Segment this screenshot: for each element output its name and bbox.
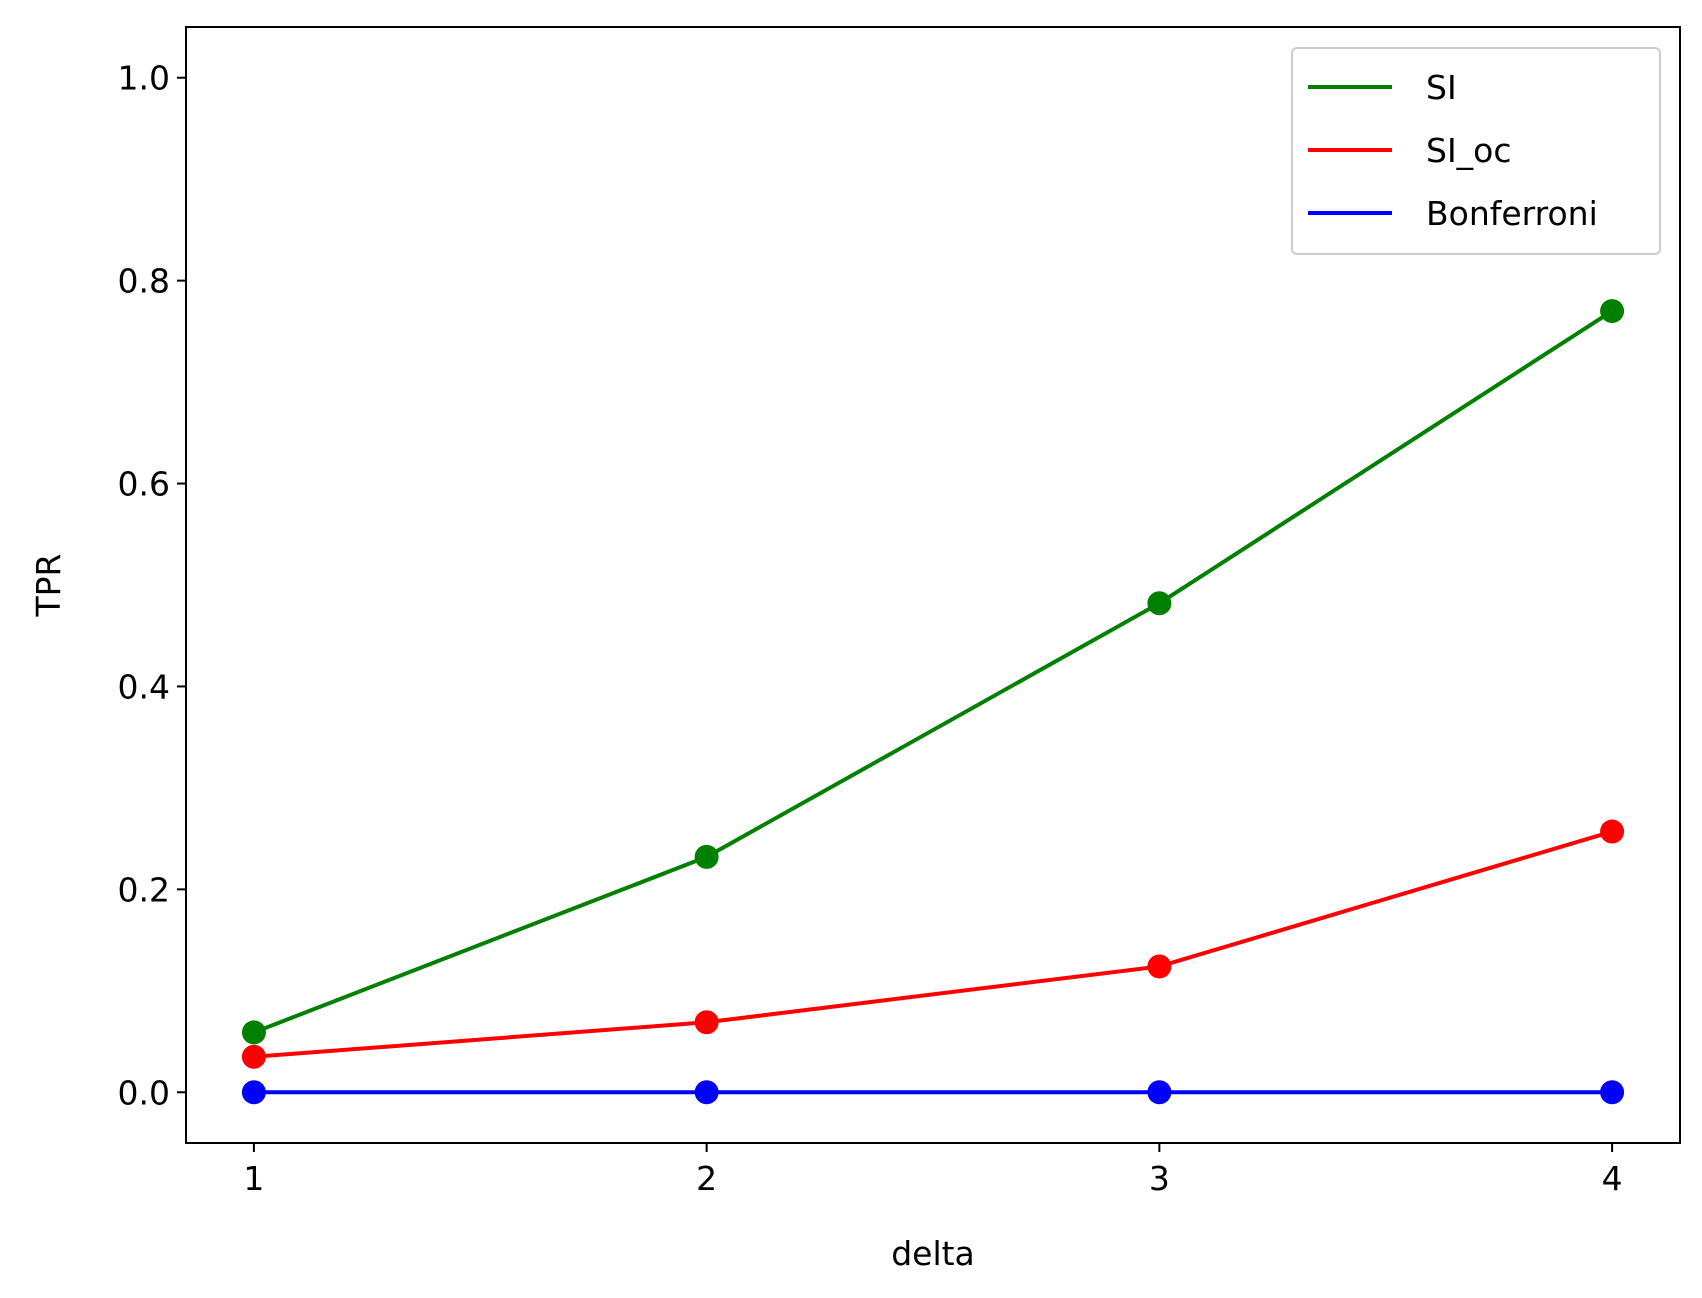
legend: SI SI_oc Bonferroni (1291, 47, 1661, 255)
plot-frame (185, 26, 1681, 1144)
data-point-si (241, 1020, 266, 1045)
series-bonferroni (241, 1080, 1625, 1105)
x-tick-label: 4 (1602, 1159, 1623, 1198)
series-si-oc (241, 819, 1625, 1069)
data-point-bonferroni (1600, 1080, 1625, 1105)
legend-label-si: SI (1426, 68, 1457, 107)
data-point-si-oc (1600, 819, 1625, 844)
series-si (241, 299, 1625, 1045)
data-point-bonferroni (241, 1080, 266, 1105)
y-tick-label: 0.8 (118, 262, 170, 301)
legend-box (1291, 47, 1661, 255)
series-line-si-oc (253, 829, 1613, 1059)
series-layer (241, 299, 1625, 1105)
data-point-si-oc (241, 1044, 266, 1069)
data-point-si-oc (694, 1010, 719, 1035)
y-tick-label: 0.2 (118, 870, 170, 909)
data-point-bonferroni (694, 1080, 719, 1105)
x-tick-label: 1 (243, 1159, 264, 1198)
series-line-si (253, 309, 1614, 1035)
y-tick-label: 1.0 (118, 59, 170, 98)
y-tick-label: 0.0 (118, 1073, 170, 1112)
y-tick-label: 0.6 (118, 465, 170, 504)
x-axis-label: delta (891, 1234, 975, 1273)
data-point-si (694, 844, 719, 869)
y-axis-label: TPR (29, 554, 68, 618)
legend-label-si-oc: SI_oc (1426, 131, 1512, 170)
y-tick-label: 0.4 (118, 667, 170, 706)
x-tick-label: 2 (696, 1159, 717, 1198)
legend-label-bonferroni: Bonferroni (1426, 194, 1598, 233)
data-point-si (1600, 299, 1625, 324)
x-tick-label: 3 (1149, 1159, 1170, 1198)
axes-layer: 1 2 3 4 0.0 0.2 0.4 0.6 0.8 1.0 (118, 59, 1623, 1198)
data-point-bonferroni (1147, 1080, 1172, 1105)
data-point-si-oc (1147, 954, 1172, 979)
data-point-si (1147, 591, 1172, 616)
